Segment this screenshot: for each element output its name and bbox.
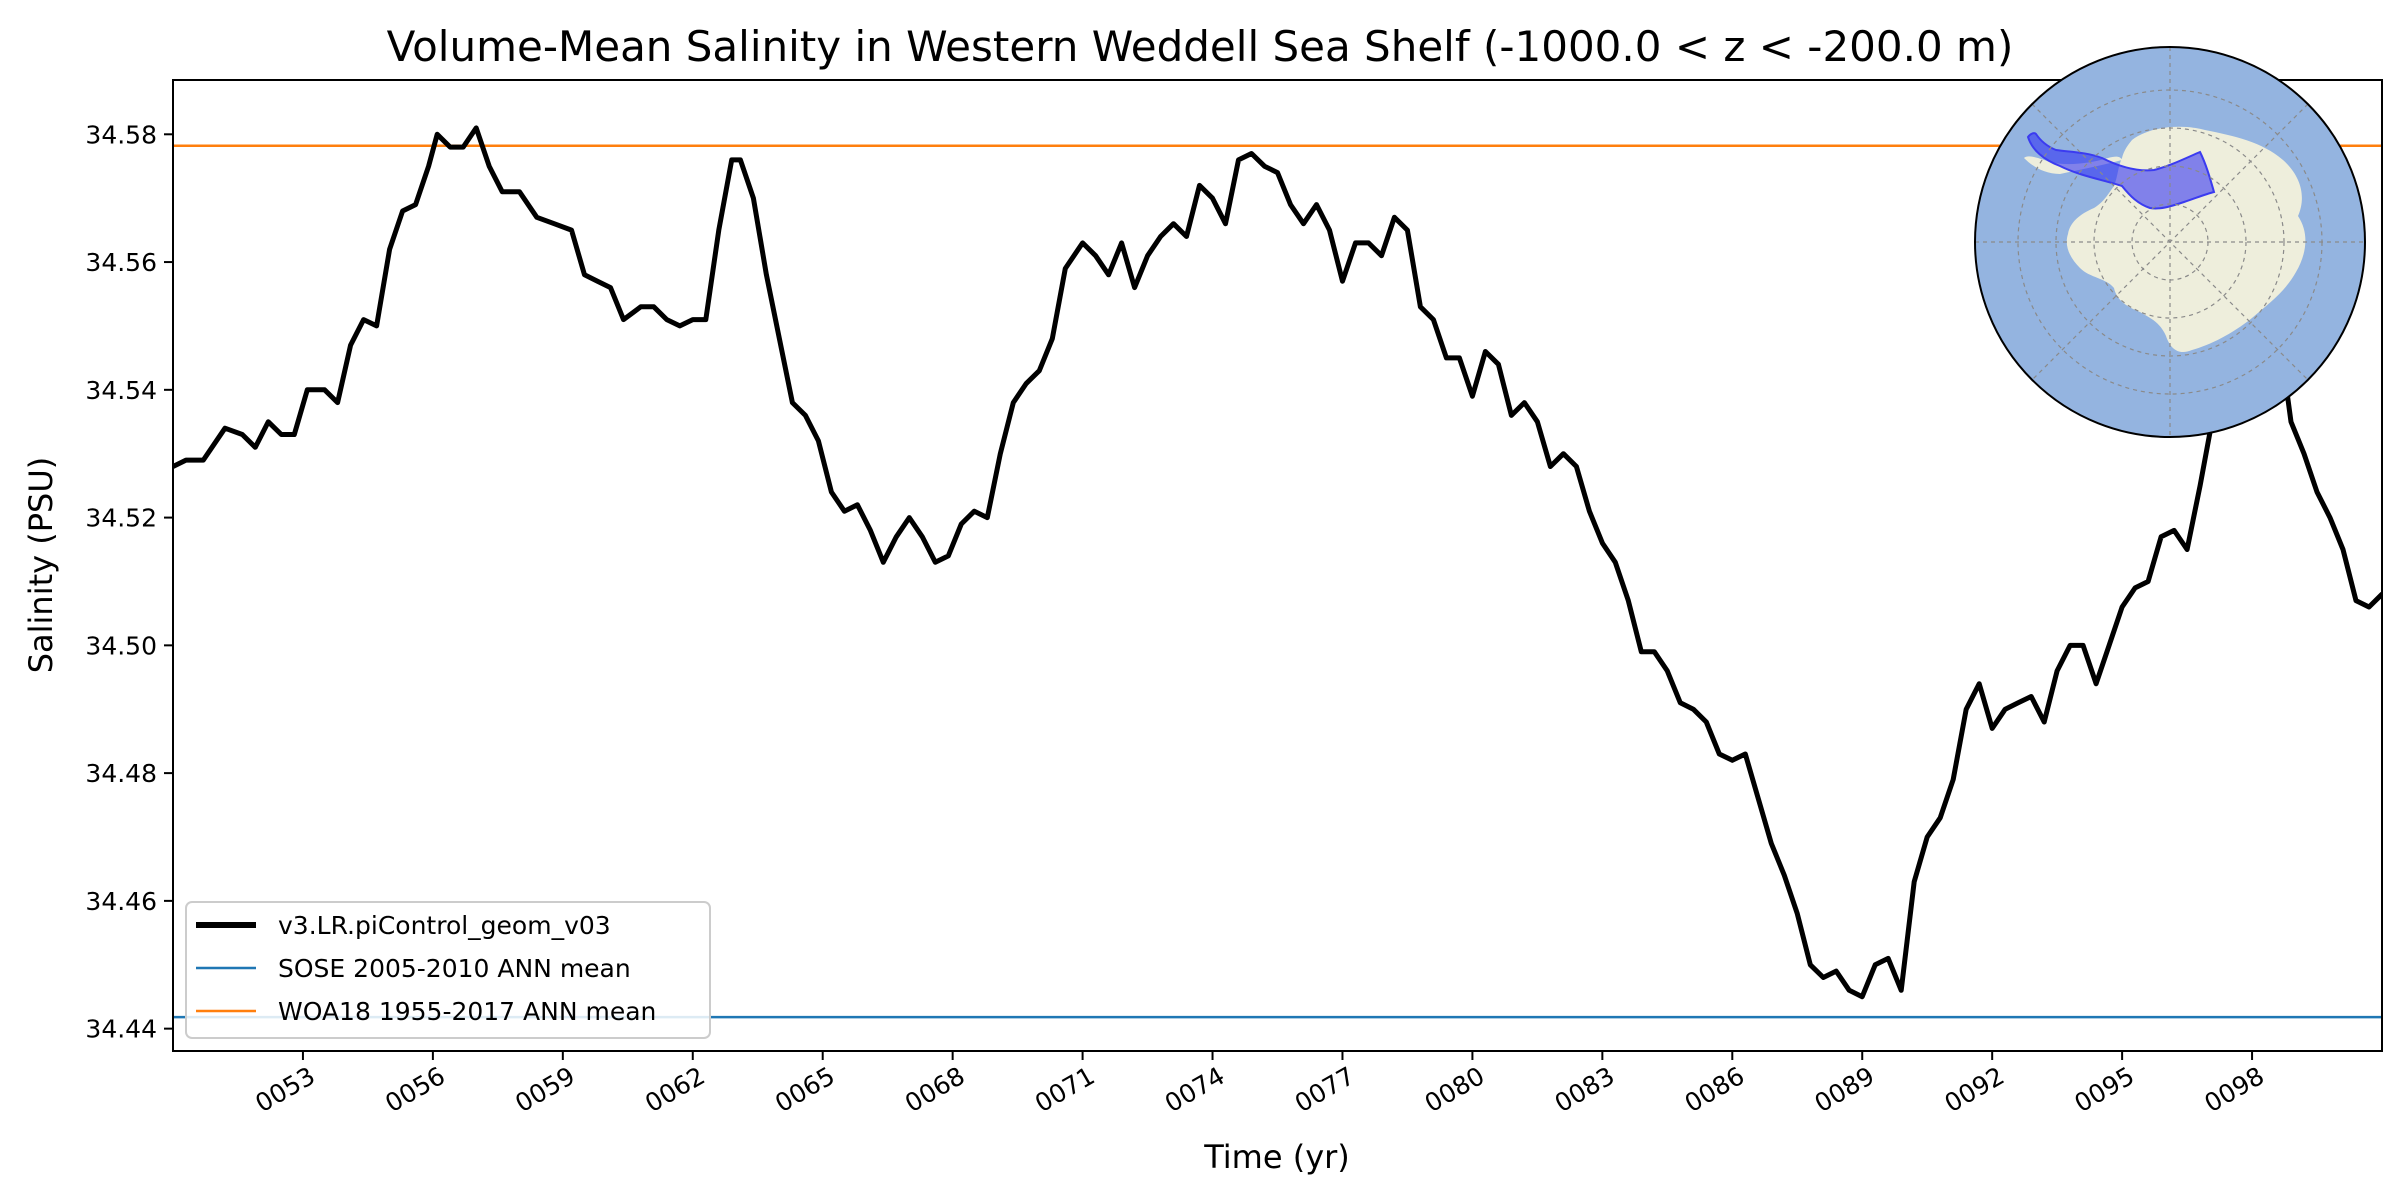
x-tick-label: 0089: [1810, 1061, 1880, 1118]
x-tick-label: 0092: [1940, 1061, 2010, 1118]
y-tick-label: 34.50: [85, 631, 157, 660]
x-tick-label: 0080: [1420, 1061, 1490, 1118]
y-tick-label: 34.48: [85, 759, 157, 788]
map-boundary: [1974, 46, 2366, 438]
legend: v3.LR.piControl_geom_v03 SOSE 2005-2010 …: [185, 901, 711, 1039]
chart-title: Volume-Mean Salinity in Western Weddell …: [386, 22, 2014, 71]
y-axis-label: Salinity (PSU): [22, 457, 60, 674]
x-tick-label: 0071: [1030, 1061, 1100, 1118]
series-line-0: [173, 125, 2382, 1000]
x-tick-label: 0053: [250, 1061, 320, 1118]
x-tick-label: 0068: [900, 1061, 970, 1118]
x-tick-label: 0083: [1550, 1061, 1620, 1118]
weddell-region-highlight: [2026, 132, 2216, 210]
y-tick-label: 34.58: [85, 120, 157, 149]
x-tick-label: 0059: [510, 1061, 580, 1118]
x-tick-label: 0098: [2199, 1061, 2269, 1118]
x-tick-label: 0074: [1160, 1061, 1230, 1118]
antarctica-inset-map: [1974, 46, 2366, 438]
y-tick-label: 34.56: [85, 248, 157, 277]
y-tick-label: 34.52: [85, 504, 157, 533]
x-tick-label: 0086: [1680, 1061, 1750, 1118]
x-axis-label: Time (yr): [1203, 1138, 1350, 1176]
y-tick-label: 34.54: [85, 376, 157, 405]
x-tick-label: 0065: [770, 1061, 840, 1118]
x-tick-label: 0062: [640, 1061, 710, 1118]
x-tick-label: 0095: [2070, 1061, 2140, 1118]
legend-label-model: v3.LR.piControl_geom_v03: [278, 911, 611, 940]
y-tick-label: 34.44: [85, 1015, 157, 1044]
x-tick-label: 0056: [380, 1061, 450, 1118]
plot-frame: [172, 79, 2383, 1052]
legend-label-sose: SOSE 2005-2010 ANN mean: [278, 954, 631, 983]
legend-box: [185, 901, 711, 1039]
x-tick-label: 0077: [1290, 1061, 1360, 1118]
legend-label-woa18: WOA18 1955-2017 ANN mean: [278, 997, 656, 1026]
y-tick-label: 34.46: [85, 887, 157, 916]
